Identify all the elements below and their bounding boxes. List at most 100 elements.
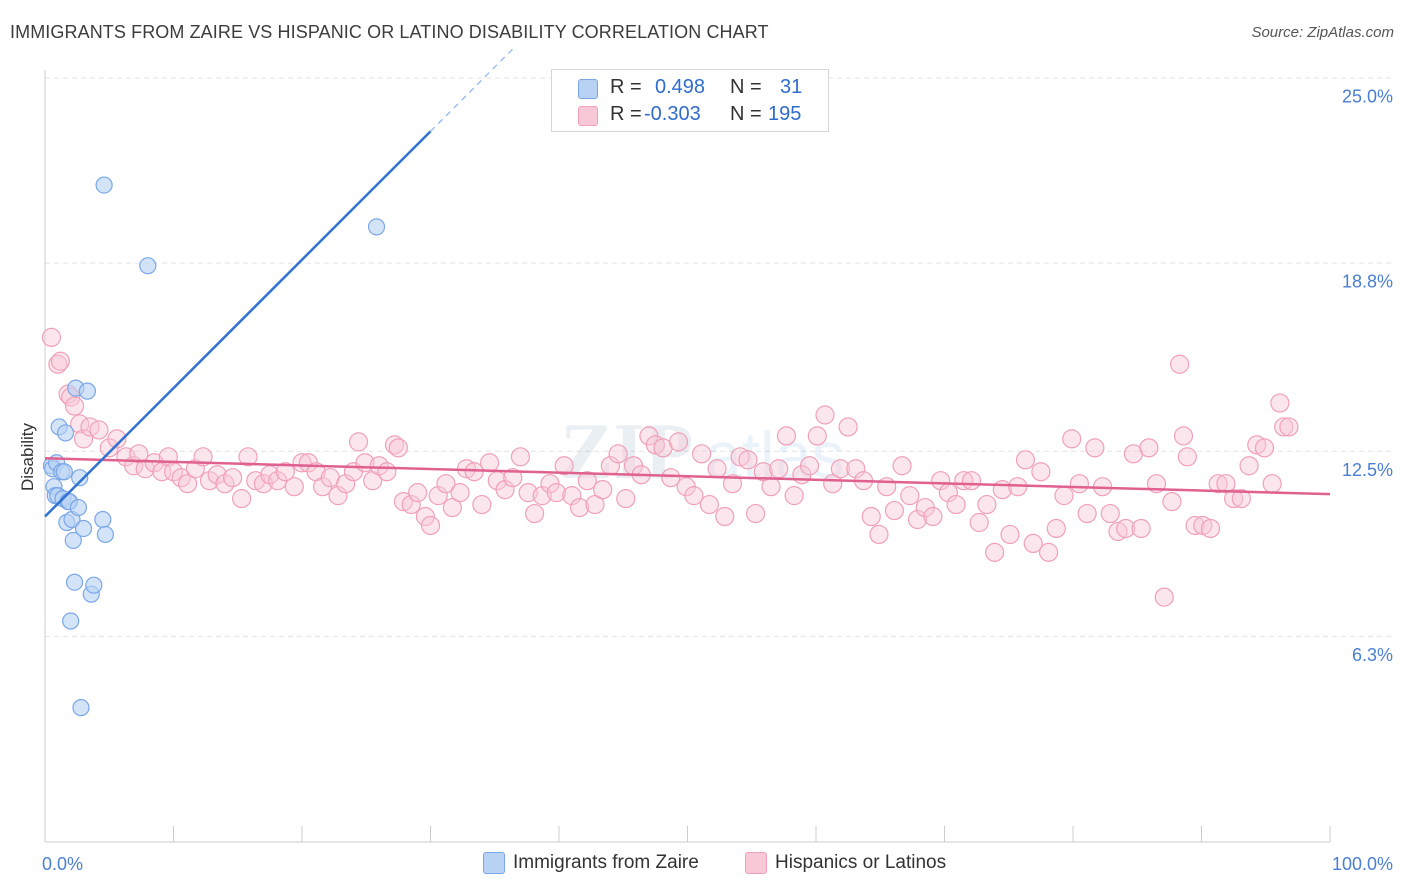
data-point-hispanic (1023, 533, 1043, 554)
data-point-hispanic (608, 444, 628, 464)
legend-r-label: R = (610, 76, 642, 98)
data-point-hispanic (861, 506, 881, 527)
legend-n-value-zaire: 31 (780, 76, 803, 98)
data-point-hispanic (275, 462, 295, 482)
data-point-hispanic (284, 477, 304, 497)
data-point-hispanic (562, 486, 582, 506)
data-point-hispanic (846, 459, 866, 479)
data-point-hispanic (616, 489, 636, 509)
data-point-hispanic (645, 435, 665, 455)
bottom-legend-swatch-hispanic (745, 852, 767, 874)
data-point-hispanic (348, 432, 369, 452)
data-point-hispanic (661, 468, 681, 488)
data-point-hispanic (1247, 435, 1267, 455)
data-point-hispanic (1085, 438, 1105, 458)
trend-line-zaire (44, 130, 432, 518)
grid-lines (45, 77, 1395, 637)
data-point-hispanic (1239, 456, 1259, 476)
trend-lines (44, 47, 1331, 518)
data-point-zaire (74, 519, 93, 538)
data-point-hispanic (1062, 429, 1082, 449)
data-point-hispanic (769, 459, 789, 479)
data-point-hispanic (1069, 474, 1090, 494)
y-tick-label: 12.5% (1342, 460, 1393, 480)
data-point-hispanic (746, 503, 766, 524)
y-tick-label: 25.0% (1342, 87, 1393, 107)
data-point-hispanic (730, 447, 750, 467)
data-point-hispanic (1031, 462, 1051, 482)
data-point-hispanic (923, 506, 943, 527)
data-point-hispanic (1000, 524, 1020, 545)
data-point-hispanic (41, 327, 62, 347)
x-tick-label-min: 0.0% (42, 854, 83, 874)
data-point-hispanic (436, 474, 456, 494)
data-point-hispanic (246, 471, 266, 491)
data-point-hispanic (1262, 474, 1282, 494)
data-point-hispanic (668, 432, 689, 452)
data-point-hispanic (223, 468, 243, 488)
data-point-hispanic (869, 524, 889, 545)
data-point-hispanic (1015, 450, 1036, 470)
legend-n-label: N = (730, 103, 762, 125)
data-point-hispanic (401, 494, 421, 515)
bottom-legend-label-zaire: Immigrants from Zaire (513, 852, 699, 873)
tick-labels: 6.3% 12.5% 18.8% 25.0% 0.0% 100.0% (42, 87, 1393, 875)
chart-title: IMMIGRANTS FROM ZAIRE VS HISPANIC OR LAT… (10, 22, 769, 42)
data-point-zaire (62, 612, 80, 630)
data-point-hispanic (450, 483, 470, 503)
data-point-zaire (72, 699, 90, 717)
data-point-hispanic (1200, 518, 1221, 539)
data-point-hispanic (784, 486, 804, 506)
axes (44, 70, 1331, 843)
data-point-zaire (65, 573, 84, 591)
data-point-hispanic (369, 456, 389, 476)
data-point-hispanic (961, 471, 982, 491)
data-point-hispanic (977, 494, 997, 515)
data-point-hispanic (1279, 417, 1299, 437)
data-point-zaire (96, 525, 114, 544)
data-point-hispanic (292, 453, 312, 473)
data-point-hispanic (495, 480, 515, 500)
data-point-hispanic (761, 477, 781, 497)
data-point-hispanic (89, 420, 109, 440)
series-zaire-points (42, 176, 386, 717)
data-point-hispanic (199, 471, 220, 491)
legend-swatch-hispanic (578, 106, 598, 126)
data-point-hispanic (585, 494, 605, 515)
data-point-hispanic (393, 491, 414, 512)
y-tick-label: 6.3% (1352, 645, 1393, 665)
data-point-hispanic (946, 494, 966, 515)
bottom-legend-label-hispanic: Hispanics or Latinos (775, 852, 947, 873)
trend-line-zaire-extension (430, 47, 515, 132)
data-point-hispanic (776, 426, 797, 446)
data-point-hispanic (472, 494, 492, 515)
data-point-hispanic (377, 462, 397, 482)
data-point-zaire (55, 463, 73, 481)
data-point-hispanic (692, 444, 712, 464)
series-hispanics-points (41, 327, 1299, 607)
data-point-hispanic (554, 456, 574, 476)
data-point-hispanic (238, 447, 258, 467)
legend-n-label: N = (730, 76, 762, 98)
data-point-zaire (85, 576, 103, 594)
data-point-hispanic (480, 453, 500, 473)
data-point-hispanic (1193, 515, 1213, 536)
data-point-hispanic (1139, 438, 1159, 458)
data-point-zaire (367, 218, 386, 236)
data-point-hispanic (738, 450, 758, 470)
data-point-hispanic (1185, 515, 1205, 536)
data-point-hispanic (546, 483, 567, 503)
data-point-hispanic (699, 494, 719, 515)
data-point-hispanic (64, 396, 85, 416)
data-point-hispanic (838, 417, 858, 437)
data-point-hispanic (48, 354, 68, 374)
legend-r-value-zaire: 0.498 (655, 76, 706, 98)
data-point-hispanic (707, 459, 727, 479)
data-point-hispanic (442, 497, 462, 518)
data-point-hispanic (1046, 518, 1066, 539)
data-point-hispanic (503, 468, 523, 488)
data-point-hispanic (1231, 489, 1251, 509)
data-point-hispanic (1208, 474, 1228, 494)
data-point-zaire (78, 382, 97, 400)
